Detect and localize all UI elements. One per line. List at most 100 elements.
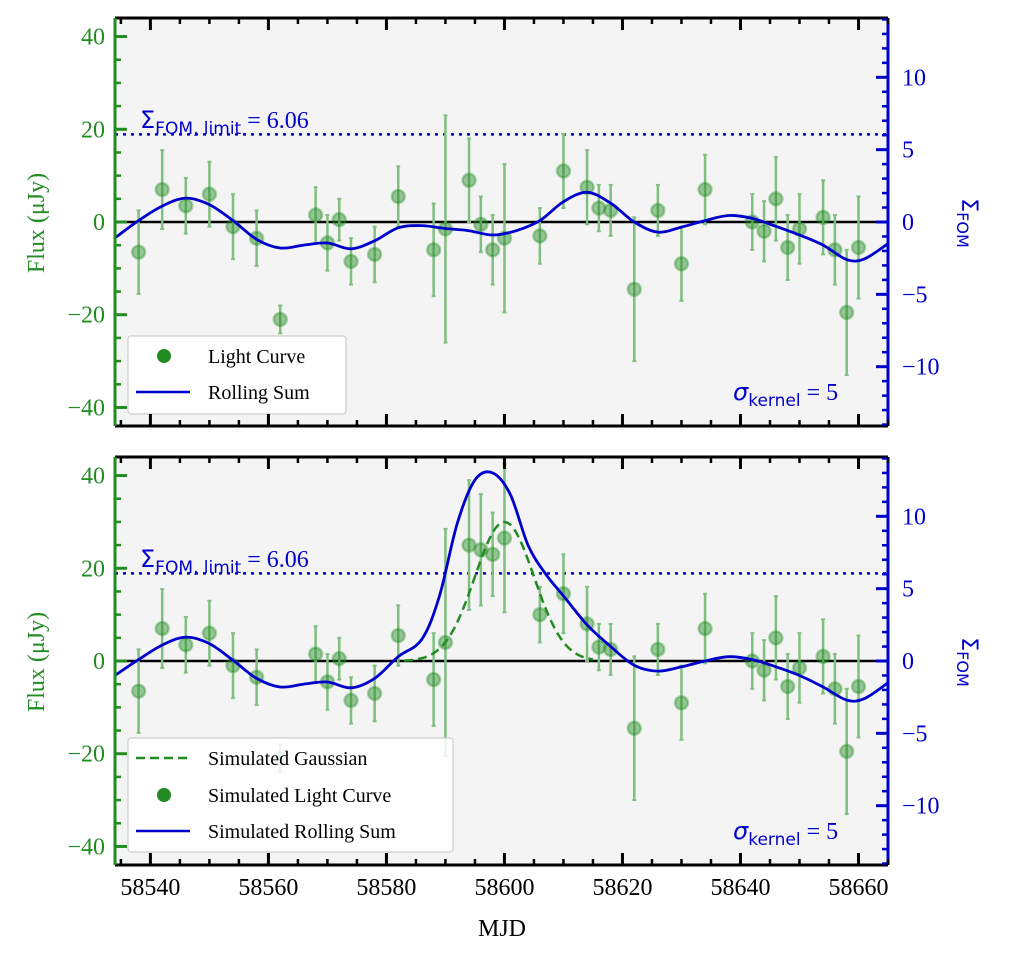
top-data-point-27	[697, 181, 713, 198]
top-ytick-left-label--20: −20	[67, 303, 105, 329]
top-legend-label-light-curve: Light Curve	[208, 346, 305, 368]
bottom-xtick-label-58620: 58620	[592, 875, 652, 901]
top-data-point-24	[626, 281, 643, 297]
bottom-ytick-left-label-20: 20	[81, 556, 105, 582]
bottom-data-point-31	[779, 678, 796, 695]
bottom-ytick-left-label--20: −20	[67, 742, 105, 768]
top-data-point-16	[473, 216, 489, 233]
top-data-point-2	[178, 198, 194, 214]
bottom-ytick-left-label--40: −40	[67, 834, 105, 860]
bottom-data-point-12	[390, 627, 406, 644]
bottom-legend-marker	[157, 788, 171, 802]
bottom-data-point-11	[366, 685, 383, 702]
top-ytick-right-label--10: −10	[902, 355, 940, 381]
bottom-kernel-label: σkernel = 5	[733, 817, 838, 850]
bottom-data-point-9	[331, 650, 347, 667]
top-data-point-22	[591, 200, 607, 216]
bottom-data-point-22	[591, 639, 607, 655]
bottom-xtick-label-58600: 58600	[474, 875, 534, 901]
top-legend: Light Curve Rolling Sum	[127, 335, 347, 415]
bottom-data-point-17	[484, 546, 501, 563]
top-ytick-left-label--40: −40	[67, 395, 105, 421]
bottom-data-point-0	[130, 683, 147, 699]
bottom-ytick-right-label-10: 10	[902, 504, 926, 530]
top-kernel-label: σkernel = 5	[733, 378, 838, 411]
bottom-ticks: −40 −20 0 20 40 −10 −5 0 5 10 58540 58560 58580 58600…	[67, 457, 940, 901]
bottom-data-point-1	[154, 620, 170, 637]
bottom-kernel-label-subscript: kernel	[748, 830, 800, 850]
top-limit-label: ΣFOM, limit = 6.06	[140, 106, 309, 139]
bottom-data-point-33	[815, 648, 831, 665]
bottom-data-point-10	[343, 692, 359, 709]
bottom-data-point-19	[532, 606, 548, 623]
top-data-point-36	[850, 239, 867, 256]
bottom-limit-label-value: = 6.06	[241, 547, 309, 573]
bottom-ytick-left-label-40: 40	[81, 464, 105, 490]
top-limit-label-subscript: FOM, limit	[155, 119, 241, 139]
top-limit-label-symbol: Σ	[140, 106, 155, 134]
bottom-ytick-right-label-0: 0	[902, 649, 914, 675]
top-data-point-3	[201, 186, 218, 202]
top-data-point-33	[815, 209, 831, 226]
bottom-data-point-24	[626, 720, 643, 736]
bottom-ylabel-right-subscript: FOM	[953, 651, 972, 687]
bottom-xtick-label-58580: 58580	[356, 875, 416, 901]
top-ytick-right-label-5: 5	[902, 138, 914, 164]
bottom-gaussian-curve	[404, 520, 594, 662]
bottom-xlabel: MJD	[478, 916, 526, 942]
top-data-point-6	[272, 311, 288, 328]
top-ylabel-right: ΣFOM	[953, 198, 981, 248]
bottom-legend-box	[127, 737, 454, 853]
bottom-xtick-label-58560: 58560	[238, 875, 298, 901]
top-data-point-17	[484, 242, 501, 258]
top-data-point-1	[154, 181, 170, 198]
top-data-point-35	[838, 304, 855, 321]
top-ytick-left-label-20: 20	[81, 117, 105, 143]
bottom-data-point-13	[425, 671, 442, 688]
bottom-data-point-18	[496, 530, 513, 546]
bottom-ylabel-right: ΣFOM	[953, 637, 981, 687]
top-data-point-12	[390, 188, 406, 205]
top-legend-label-rolling-sum: Rolling Sum	[208, 382, 310, 404]
top-ylabel: Flux (μJy)	[24, 173, 50, 273]
bottom-data-point-2	[178, 637, 194, 653]
bottom-data-point-27	[697, 620, 713, 637]
bottom-kernel-label-value: = 5	[801, 819, 839, 845]
top-data-point-30	[768, 191, 784, 207]
bottom-rolling-sum-line	[114, 470, 889, 703]
bottom-limit-label-symbol: Σ	[140, 545, 155, 573]
bottom-data-point-35	[838, 743, 855, 760]
top-legend-marker	[157, 349, 171, 363]
bottom-ytick-left-label-0: 0	[93, 649, 105, 675]
bottom-panel: Simulated Gaussian Simulated Light Curve…	[24, 455, 981, 942]
top-data-point-7	[307, 207, 324, 223]
top-data-point-25	[650, 202, 666, 219]
bottom-data-point-23	[602, 641, 619, 658]
top-limit-label-value: = 6.06	[241, 108, 309, 134]
top-ticks: −40 −20 0 20 40 −10 −5 0 5 10	[67, 18, 940, 426]
bottom-ylabel: Flux (μJy)	[24, 612, 50, 712]
bottom-kernel-label-symbol: σ	[733, 817, 749, 845]
top-kernel-label-subscript: kernel	[748, 391, 800, 411]
bottom-ytick-right-label-5: 5	[902, 577, 914, 603]
bottom-data-point-3	[201, 625, 218, 641]
top-ylabel-right-symbol: Σ	[956, 198, 981, 212]
top-ytick-right-label--5: −5	[902, 282, 928, 308]
top-ytick-left-label-40: 40	[81, 25, 105, 51]
bottom-legend-label-rolling-sum: Simulated Rolling Sum	[208, 821, 396, 843]
bottom-ytick-right-label--5: −5	[902, 721, 928, 747]
top-ytick-right-label-0: 0	[902, 210, 914, 236]
bottom-xtick-label-58660: 58660	[828, 875, 888, 901]
top-data-point-15	[461, 172, 477, 189]
top-data-point-26	[673, 255, 690, 272]
top-legend-box	[127, 335, 347, 415]
top-rolling-sum-line	[114, 190, 889, 263]
top-kernel-label-value: = 5	[801, 380, 839, 406]
bottom-limit-label: ΣFOM, limit = 6.06	[140, 545, 309, 578]
top-data-point-9	[331, 211, 347, 228]
bottom-xtick-label-58540: 58540	[120, 875, 180, 901]
bottom-limit-label-subscript: FOM, limit	[155, 558, 241, 578]
top-ytick-right-label-10: 10	[902, 65, 926, 91]
top-data-point-10	[343, 253, 359, 270]
